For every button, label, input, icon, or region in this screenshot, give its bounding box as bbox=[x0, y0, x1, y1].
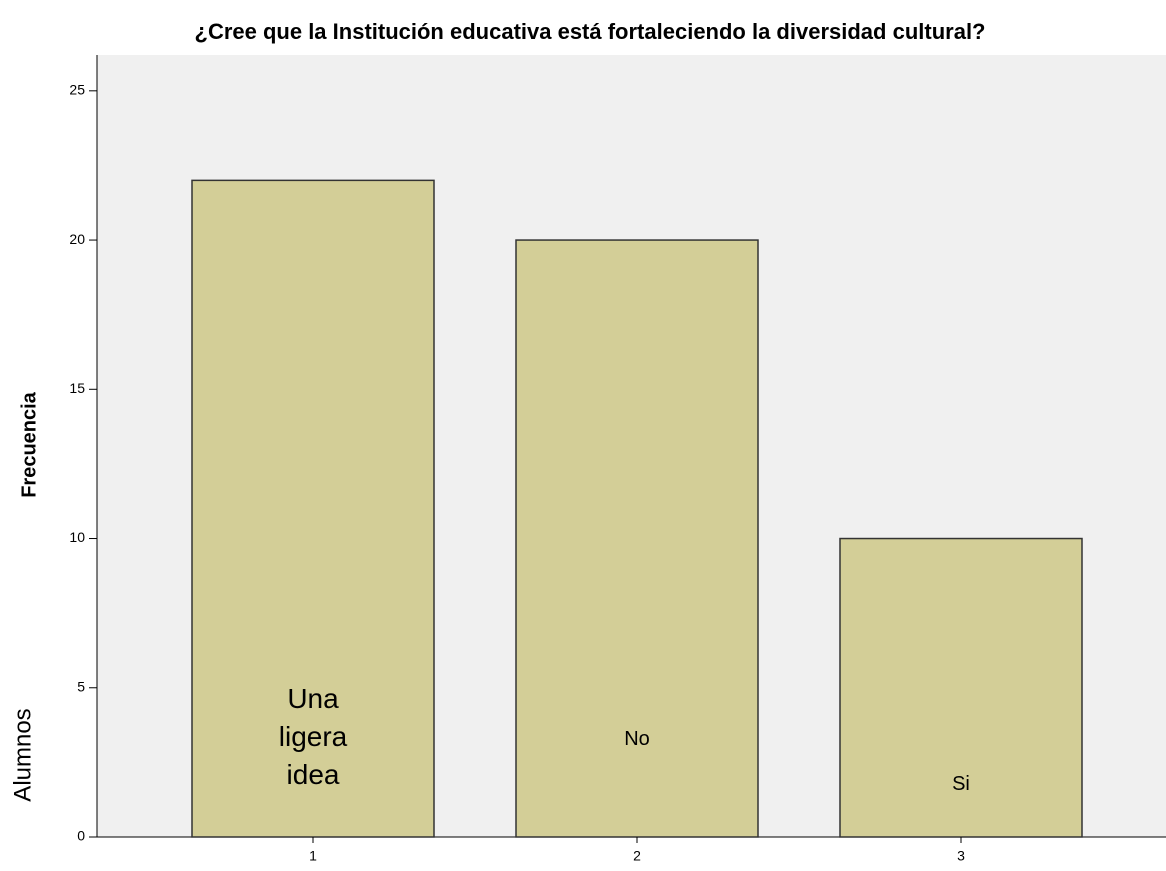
bar bbox=[191, 179, 435, 838]
bar-label: Si bbox=[952, 773, 970, 795]
side-label: Alumnos bbox=[9, 708, 36, 801]
y-tick-label: 10 bbox=[69, 529, 85, 545]
y-tick-label: 15 bbox=[69, 380, 85, 396]
x-tick-label: 3 bbox=[957, 848, 965, 864]
y-axis-label: Frecuencia bbox=[18, 391, 40, 497]
x-tick-label: 2 bbox=[633, 848, 641, 864]
bar bbox=[515, 239, 759, 838]
y-tick-label: 20 bbox=[69, 231, 85, 247]
y-tick-label: 25 bbox=[69, 82, 85, 98]
bar-label: No bbox=[624, 728, 650, 750]
bar-label: Una ligera idea bbox=[278, 683, 348, 790]
y-tick-label: 5 bbox=[77, 678, 85, 694]
x-tick-label: 1 bbox=[309, 848, 317, 864]
y-tick-label: 0 bbox=[77, 828, 85, 844]
bar bbox=[839, 537, 1083, 838]
chart-title: ¿Cree que la Institución educativa está … bbox=[195, 19, 986, 44]
